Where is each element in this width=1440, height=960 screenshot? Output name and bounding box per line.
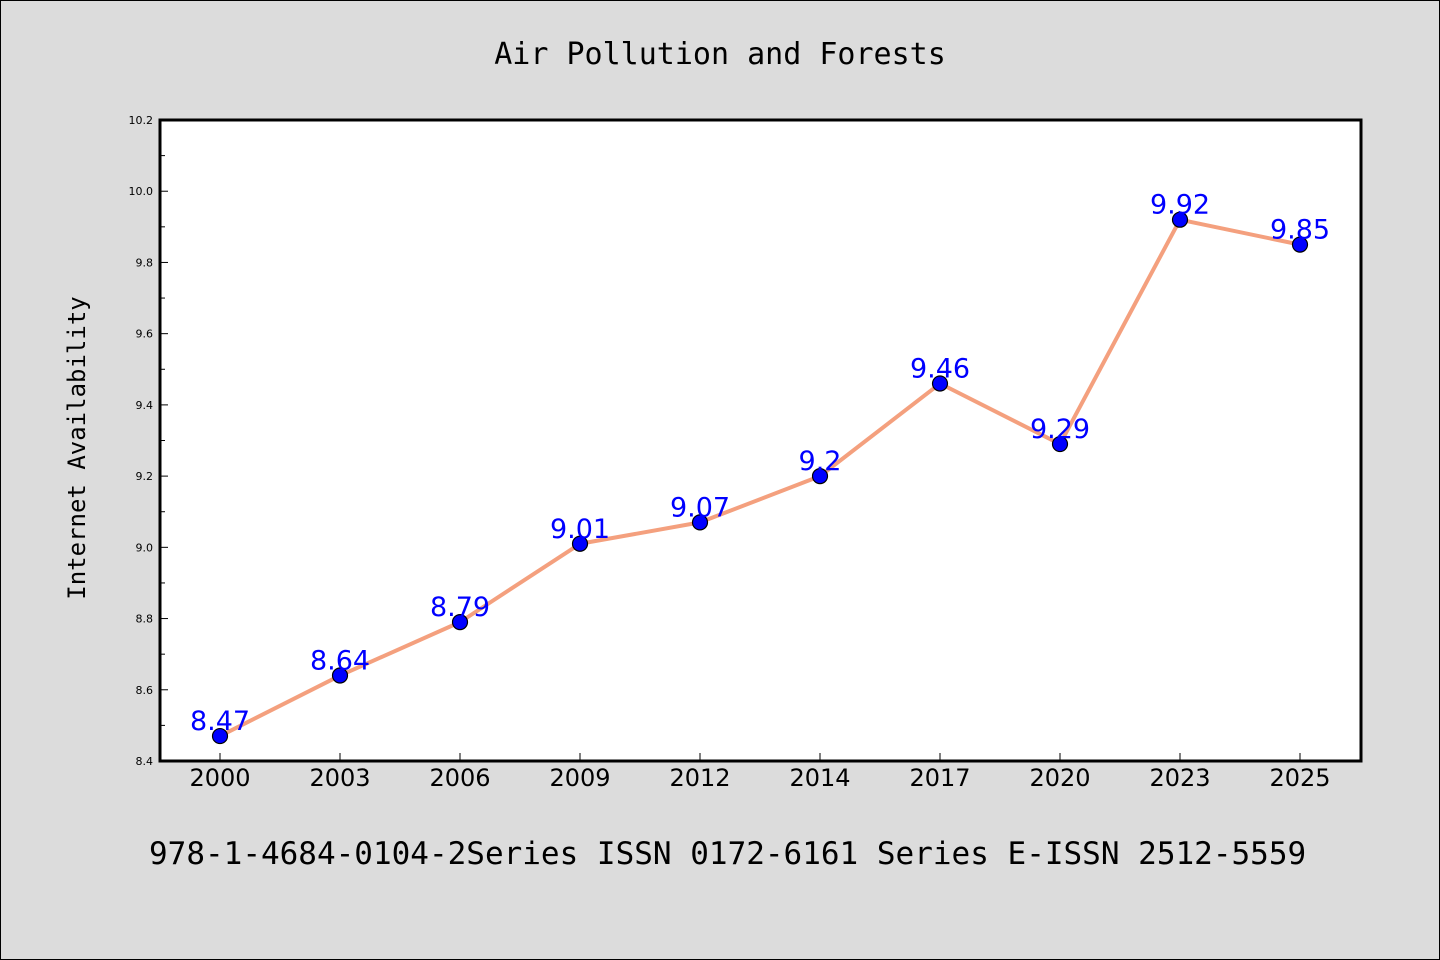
chart-title: Air Pollution and Forests (494, 37, 946, 72)
x-axis: 2000 2003 2006 2009 2012 2014 2017 2020 2023 2025 (189, 753, 1331, 792)
y-axis: 8.4 8.6 8.8 9.0 9.2 9.4 9.6 9.8 10.0 10.2 (129, 114, 168, 768)
x-tick-label: 2009 (549, 764, 610, 792)
data-label: 9.46 (910, 354, 970, 385)
x-tick-label: 2014 (789, 764, 850, 792)
x-tick-label: 2017 (909, 764, 970, 792)
data-point (571, 535, 589, 552)
data-label: 9.29 (1030, 414, 1090, 445)
y-tick-label: 9.4 (136, 399, 154, 412)
data-point (811, 468, 829, 485)
data-point (931, 375, 949, 392)
data-point (691, 514, 709, 531)
series: 8.47 8.64 8.79 9.01 9.07 9.2 9.46 9.29 9.92 9.85 (190, 190, 1330, 745)
x-tick-label: 2012 (669, 764, 730, 792)
y-tick-label: 10.2 (129, 114, 154, 127)
y-tick-label: 9.8 (136, 256, 154, 269)
x-tick-label: 2025 (1269, 764, 1330, 792)
y-tick-label: 9.6 (136, 328, 154, 341)
x-tick-label: 2006 (429, 764, 490, 792)
y-tick-label: 8.6 (136, 684, 154, 697)
plot-area (158, 118, 1363, 763)
y-tick-label: 9.0 (136, 541, 154, 554)
y-tick-label: 8.8 (136, 613, 154, 626)
y-tick-label: 10.0 (129, 185, 154, 198)
data-point (451, 614, 469, 631)
y-axis-label: Internet Availability (63, 296, 91, 599)
series-line (219, 217, 1301, 738)
y-tick-label: 8.4 (136, 755, 154, 768)
data-point (1291, 236, 1309, 253)
data-label: 9.07 (670, 492, 730, 523)
x-tick-label: 2020 (1029, 764, 1090, 792)
data-point (331, 667, 349, 684)
data-point (1051, 435, 1069, 453)
data-label: 9.01 (550, 514, 610, 545)
data-point (211, 727, 229, 745)
x-tick-label: 2003 (309, 764, 370, 792)
y-tick-label: 9.2 (136, 470, 154, 483)
data-label: 8.79 (430, 592, 490, 623)
x-tick-label: 2023 (1149, 764, 1210, 792)
data-label: 9.2 (799, 446, 842, 477)
data-label: 9.85 (1270, 215, 1330, 246)
data-label: 9.92 (1150, 190, 1210, 221)
data-label: 8.64 (310, 646, 370, 677)
data-point (1171, 211, 1189, 228)
footer-identifier: 978-1-4684-0104-2Series ISSN 0172-6161 S… (149, 836, 1306, 872)
data-label: 8.47 (190, 706, 250, 737)
x-tick-label: 2000 (189, 764, 250, 792)
